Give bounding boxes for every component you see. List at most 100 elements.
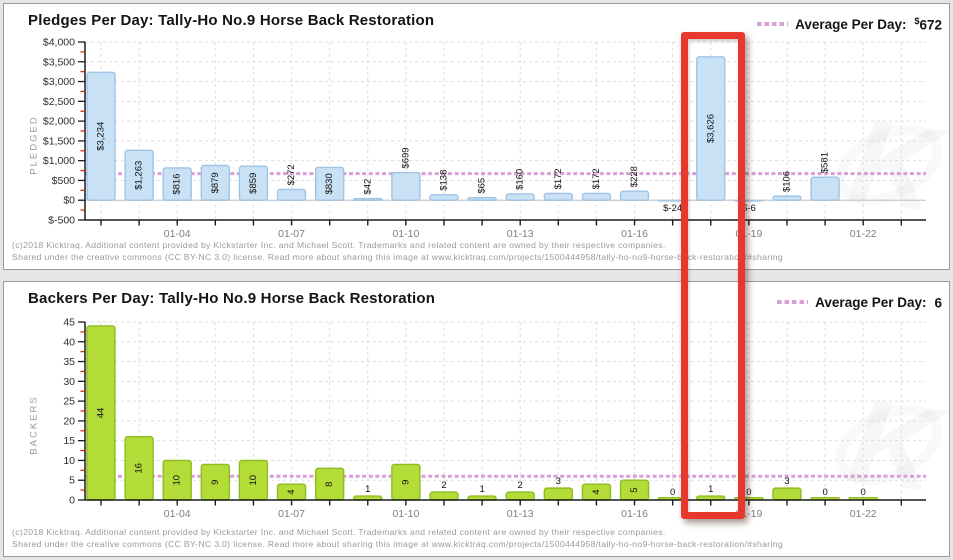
svg-text:$172: $172 [553, 168, 564, 189]
svg-text:5: 5 [629, 487, 640, 492]
svg-text:01-07: 01-07 [278, 508, 305, 520]
svg-text:9: 9 [210, 480, 221, 485]
bar-01-05 [200, 164, 231, 201]
bar-01-14 [543, 192, 574, 201]
svg-text:35: 35 [63, 356, 75, 368]
currency-prefix: $ [914, 16, 920, 26]
svg-text:01-22: 01-22 [850, 228, 877, 240]
svg-text:10: 10 [63, 455, 75, 467]
svg-text:5: 5 [69, 475, 75, 487]
backers-average-legend: Average Per Day: 6 [777, 294, 942, 311]
svg-text:$0: $0 [63, 195, 75, 207]
bar-01-02 [86, 71, 116, 201]
x-axis: 01-04 01-07 01-10 01-13 01-16 01-19 01-22 [85, 499, 926, 520]
svg-text:$500: $500 [52, 175, 76, 187]
svg-text:01-13: 01-13 [507, 508, 534, 520]
svg-text:1: 1 [708, 484, 713, 495]
svg-text:$699: $699 [400, 147, 411, 168]
bar-01-17 [658, 199, 688, 202]
svg-text:01-19: 01-19 [735, 508, 762, 520]
svg-text:01-04: 01-04 [164, 228, 191, 240]
bar-01-20 [772, 195, 802, 201]
svg-text:$-500: $-500 [48, 215, 75, 227]
bar-01-16 [619, 190, 650, 201]
svg-text:2: 2 [518, 480, 523, 491]
svg-text:01-19: 01-19 [735, 228, 762, 240]
y-axis-title: BACKERS [29, 395, 40, 454]
kicktraq-watermark: K [829, 93, 949, 239]
bar-01-03 [124, 149, 154, 201]
bar-01-11 [429, 491, 459, 501]
svg-text:$3,626: $3,626 [705, 114, 716, 143]
svg-text:$42: $42 [362, 179, 373, 195]
svg-text:$-24: $-24 [663, 203, 682, 214]
svg-text:01-13: 01-13 [507, 228, 534, 240]
svg-text:$-6: $-6 [742, 203, 756, 214]
svg-text:$3,500: $3,500 [43, 56, 75, 68]
svg-text:01-07: 01-07 [278, 228, 305, 240]
svg-text:0: 0 [861, 487, 866, 498]
footer-line-1: (c)2018 Kicktraq. Additional content pro… [12, 527, 666, 537]
svg-text:$1,263: $1,263 [134, 161, 145, 190]
svg-text:01-16: 01-16 [621, 508, 648, 520]
svg-text:$3,000: $3,000 [43, 76, 75, 88]
pledges-average-legend: Average Per Day: $672 [757, 16, 942, 33]
svg-text:$272: $272 [286, 164, 297, 185]
bar-01-04 [162, 167, 192, 201]
svg-text:$138: $138 [438, 170, 449, 191]
average-legend-label: Average Per Day: [795, 16, 907, 32]
bar-01-08 [314, 166, 345, 201]
svg-text:0: 0 [822, 487, 827, 498]
svg-text:8: 8 [324, 482, 335, 487]
bar-01-14 [543, 487, 574, 501]
bar-01-20 [772, 487, 802, 501]
bar-01-21 [810, 176, 840, 201]
average-legend-value: 6 [934, 295, 942, 311]
bar-01-06 [238, 165, 269, 201]
svg-text:16: 16 [134, 463, 145, 474]
svg-text:$1,500: $1,500 [43, 135, 75, 147]
svg-text:$879: $879 [210, 172, 221, 193]
svg-text:10: 10 [172, 475, 183, 486]
kicktraq-watermark: K [829, 373, 949, 519]
bar-01-07 [276, 188, 307, 201]
svg-text:0: 0 [69, 495, 75, 507]
average-line-swatch-icon [757, 22, 789, 27]
svg-text:K: K [842, 93, 949, 239]
svg-text:3: 3 [556, 476, 561, 487]
svg-text:K: K [842, 373, 949, 519]
footer-line-2: Shared under the creative commons (CC BY… [12, 538, 783, 549]
svg-text:0: 0 [746, 487, 751, 498]
svg-text:$228: $228 [629, 166, 640, 187]
pledges-bar-chart: K $3,234 $1,263 $816 $879 $859 $272 $830 $42 $699… [29, 37, 949, 240]
bar-01-12 [467, 196, 497, 201]
svg-text:$816: $816 [172, 174, 183, 195]
bar-01-09 [353, 197, 383, 201]
gridlines [85, 321, 926, 500]
svg-text:15: 15 [63, 435, 75, 447]
svg-text:$172: $172 [591, 168, 602, 189]
backers-footer: (c)2018 Kicktraq. Additional content pro… [12, 527, 783, 550]
svg-text:$1,000: $1,000 [43, 155, 75, 167]
svg-text:30: 30 [63, 376, 75, 388]
svg-text:$830: $830 [324, 173, 335, 194]
bar-01-19 [734, 199, 764, 202]
svg-text:45: 45 [63, 317, 75, 329]
pledges-footer: (c)2018 Kicktraq. Additional content pro… [12, 240, 783, 263]
svg-text:01-22: 01-22 [850, 508, 877, 520]
svg-text:25: 25 [63, 396, 75, 408]
svg-text:$106: $106 [781, 171, 792, 192]
bar-01-10 [391, 171, 421, 201]
average-legend-value: $672 [914, 16, 942, 33]
bar-01-18 [696, 56, 726, 201]
svg-text:01-16: 01-16 [621, 228, 648, 240]
svg-text:$65: $65 [477, 178, 488, 194]
y-axis: 0 5 10 15 20 25 30 35 40 45 [63, 317, 86, 507]
svg-text:20: 20 [63, 415, 75, 427]
bar-01-11 [429, 194, 459, 201]
svg-text:9: 9 [400, 480, 411, 485]
svg-text:$2,000: $2,000 [43, 116, 75, 128]
svg-text:$160: $160 [515, 169, 526, 190]
